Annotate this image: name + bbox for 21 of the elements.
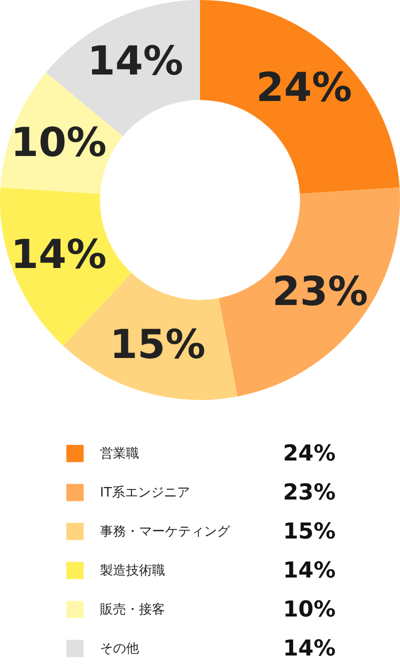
text: 15% [283, 520, 336, 544]
text: 23% [283, 480, 336, 506]
legend-label: 事務・マーケティング [100, 524, 231, 540]
legend-label: IT系エンジニア [100, 486, 190, 500]
legend-label: 販売・接客 [100, 602, 165, 618]
donut-slice [200, 0, 400, 194]
legend-label: その他 [100, 642, 139, 656]
data-label: 10% [10, 120, 107, 166]
legend-label: 製造技術職 [100, 564, 165, 578]
data-label: 14% [10, 232, 107, 278]
text: 24% [283, 442, 336, 466]
data-label: 14% [87, 38, 184, 84]
data-label: 23% [272, 269, 368, 316]
donut-slice [63, 272, 238, 400]
donut-slice [218, 187, 400, 396]
text: 10% [283, 598, 336, 622]
text: 14% [283, 558, 336, 584]
data-label: 24% [256, 65, 352, 112]
text: 14% [283, 636, 336, 662]
data-label: 15% [110, 322, 206, 368]
legend-label: 営業職 [100, 446, 139, 462]
